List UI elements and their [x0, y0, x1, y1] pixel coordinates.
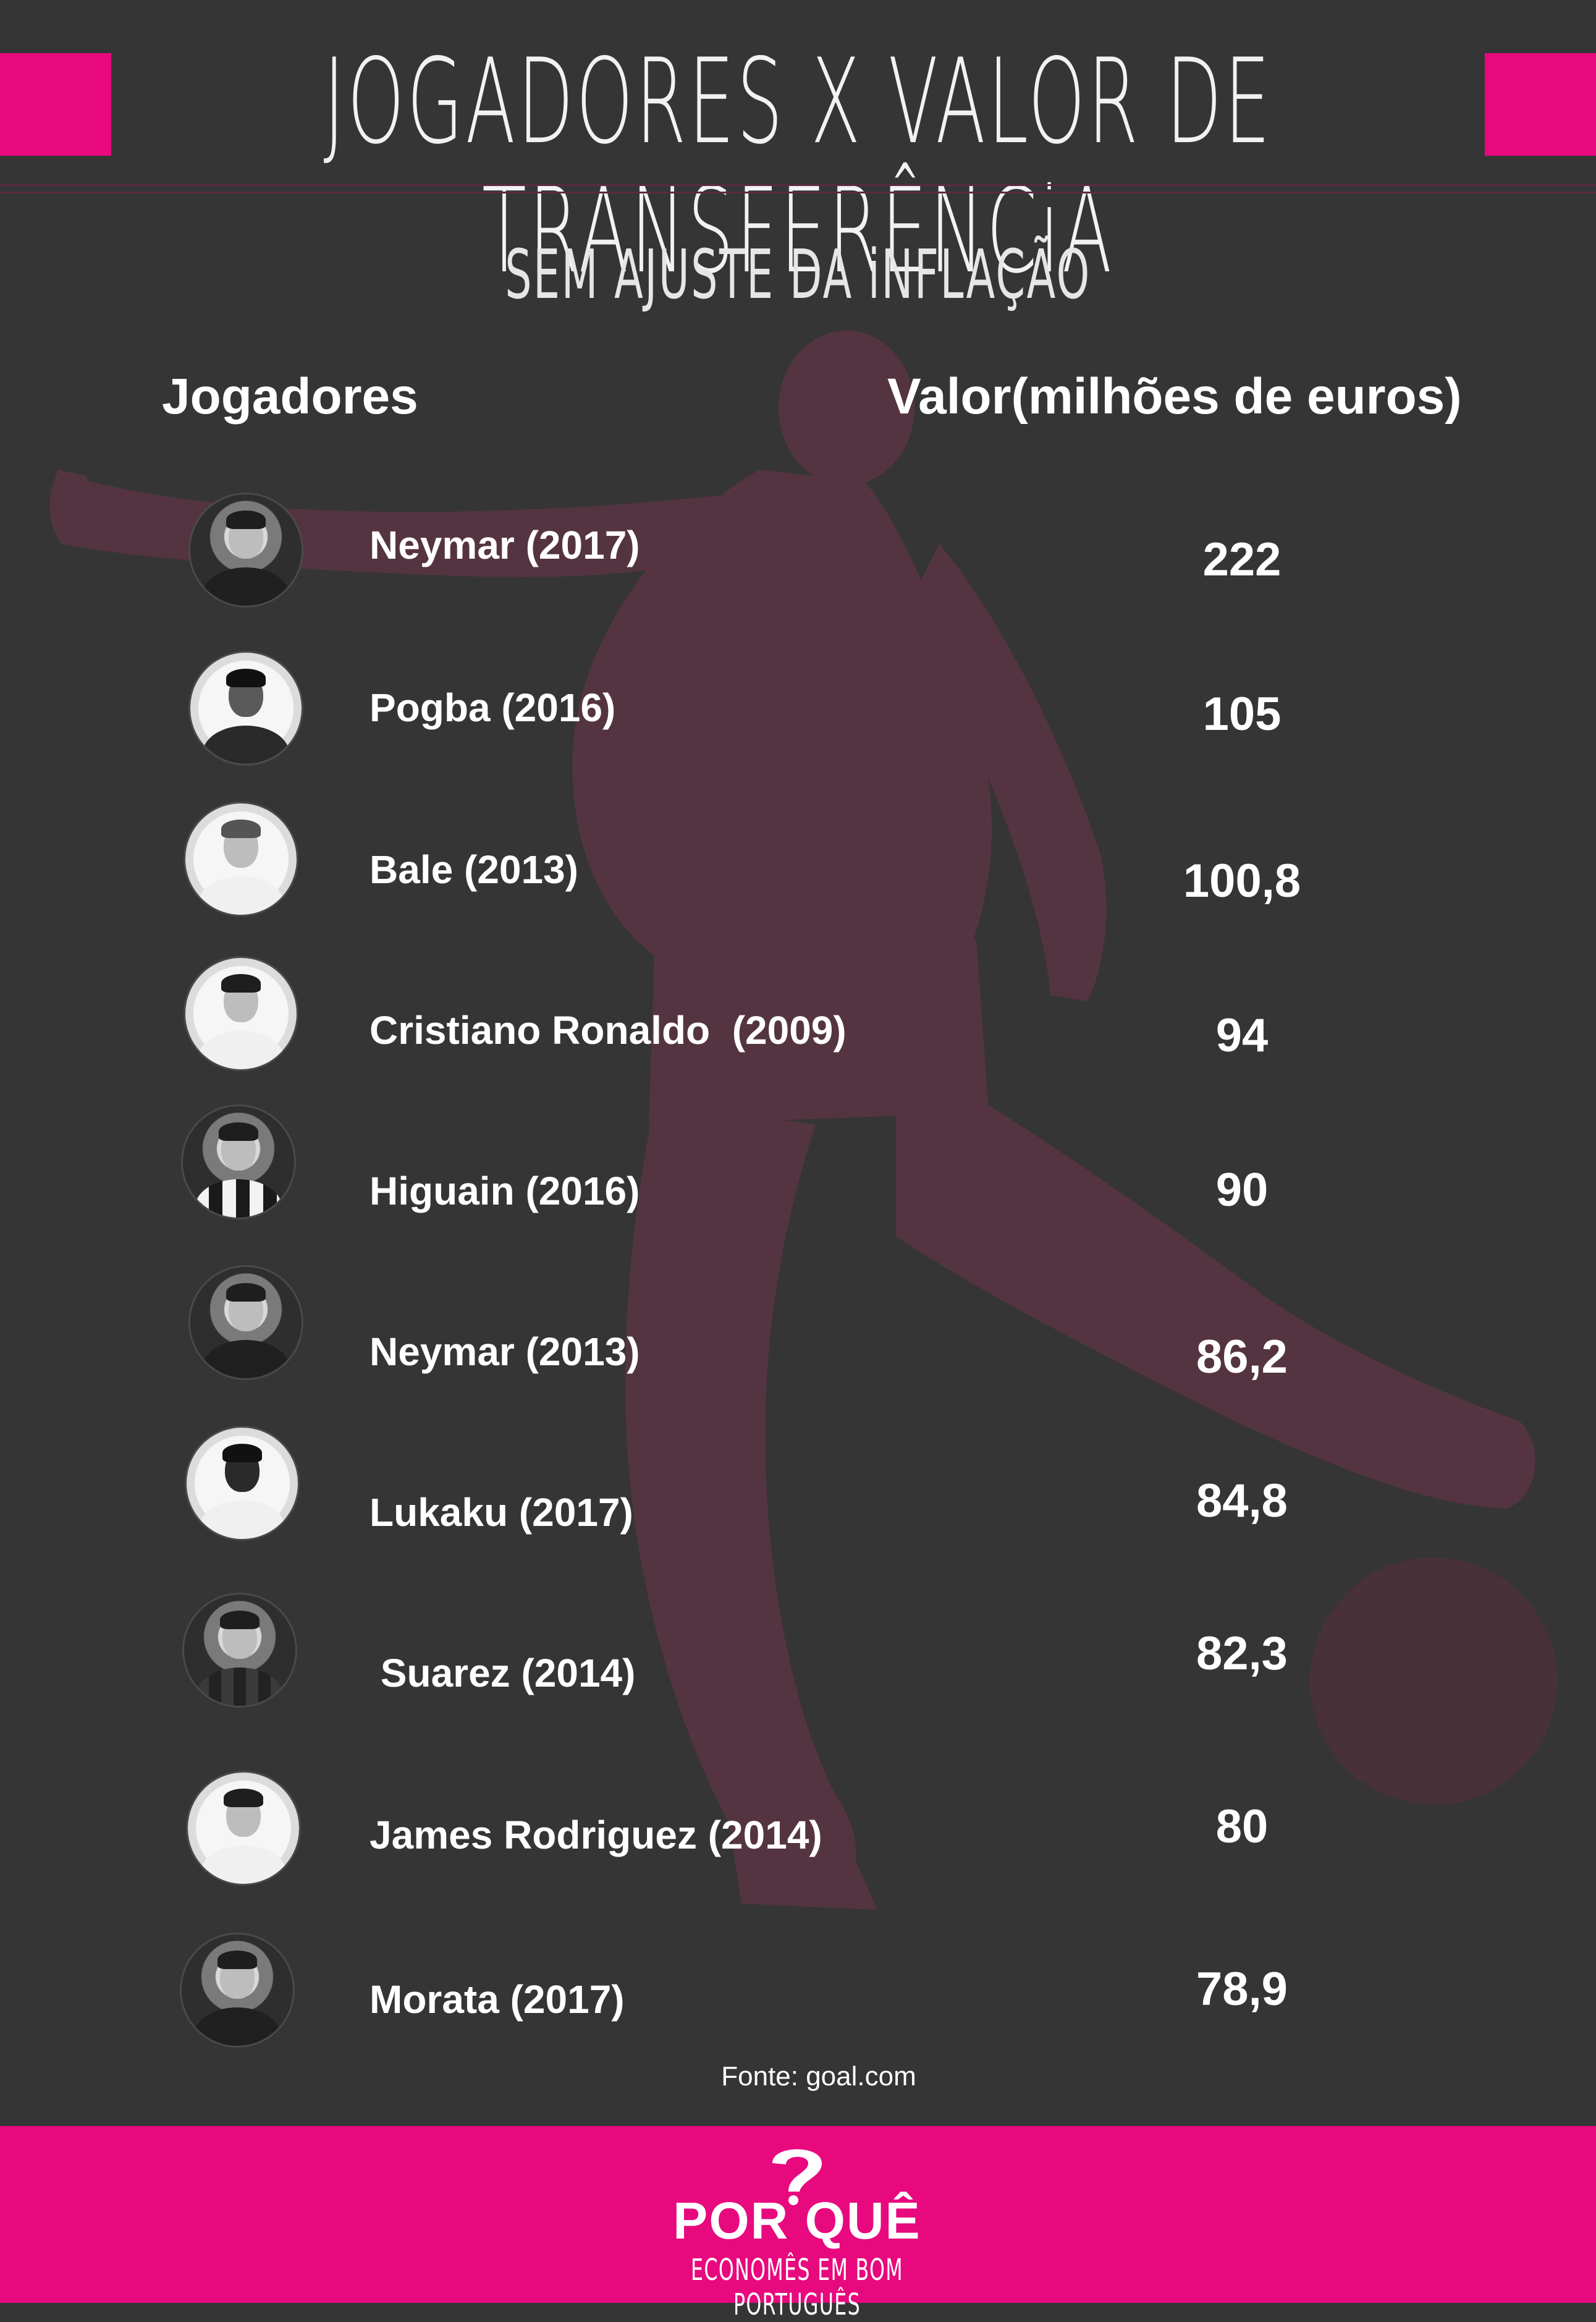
transfer-value: 90 [1215, 1164, 1269, 1216]
player-name: Neymar (2017) [369, 523, 640, 567]
players-column-header: Jogadores [162, 368, 418, 425]
player-photo-james-rodriguez [188, 1773, 299, 1884]
transfer-value: 84,8 [1196, 1475, 1288, 1527]
source-note: Fonte: goal.com [721, 2061, 916, 2091]
brand-logo: POR QUÊ [673, 2192, 921, 2250]
football-player-silhouette [49, 331, 1557, 1910]
transfer-value: 82,3 [1196, 1627, 1288, 1680]
transfer-value: 78,9 [1196, 1963, 1288, 2015]
transfer-value: 86,2 [1196, 1331, 1288, 1383]
player-name: Morata (2017) [369, 1977, 625, 2022]
player-photo-neymar [190, 494, 302, 606]
player-name: Cristiano Ronaldo (2009) [369, 1008, 847, 1053]
page-title: JOGADORES X VALOR DE TRANSFERÊNCiA [323, 33, 1273, 299]
player-name: Neymar (2013) [369, 1329, 640, 1374]
question-mark-logo-icon [772, 2149, 822, 2205]
brand-tagline: ECONOMÊS EM BOM PORTUGUÊS [691, 2253, 903, 2322]
player-name: Higuain (2016) [369, 1169, 640, 1213]
player-name: Suarez (2014) [369, 1651, 636, 1695]
player-name: Lukaku (2017) [369, 1490, 633, 1535]
title-divider [0, 184, 1596, 186]
transfer-value: 222 [1202, 533, 1281, 586]
transfer-value: 80 [1215, 1800, 1269, 1853]
player-photo-lukaku [187, 1428, 298, 1539]
transfer-value: 105 [1202, 688, 1281, 740]
player-photo-morata [182, 1934, 293, 2046]
player-photo-neymar [190, 1267, 302, 1378]
player-photo-suarez [184, 1595, 295, 1706]
player-name: Bale (2013) [369, 847, 578, 892]
player-photo-higuain [183, 1106, 294, 1218]
player-name: Pogba (2016) [369, 685, 616, 730]
transfer-value: 94 [1215, 1009, 1269, 1062]
player-photo-cristiano-ronaldo [185, 958, 297, 1069]
value-column-header: Valor(milhões de euros) [887, 368, 1462, 425]
player-name: James Rodriguez (2014) [369, 1813, 822, 1857]
header-accent-bar-right [1485, 53, 1596, 156]
title-divider-2 [0, 192, 1596, 193]
player-photo-pogba [190, 653, 302, 764]
player-photo-bale [185, 803, 297, 915]
page-subtitle: SEM AJUSTE DA iNFLAÇÃO [505, 235, 1091, 314]
header-accent-bar-left [0, 53, 111, 156]
transfer-value: 100,8 [1183, 855, 1301, 907]
